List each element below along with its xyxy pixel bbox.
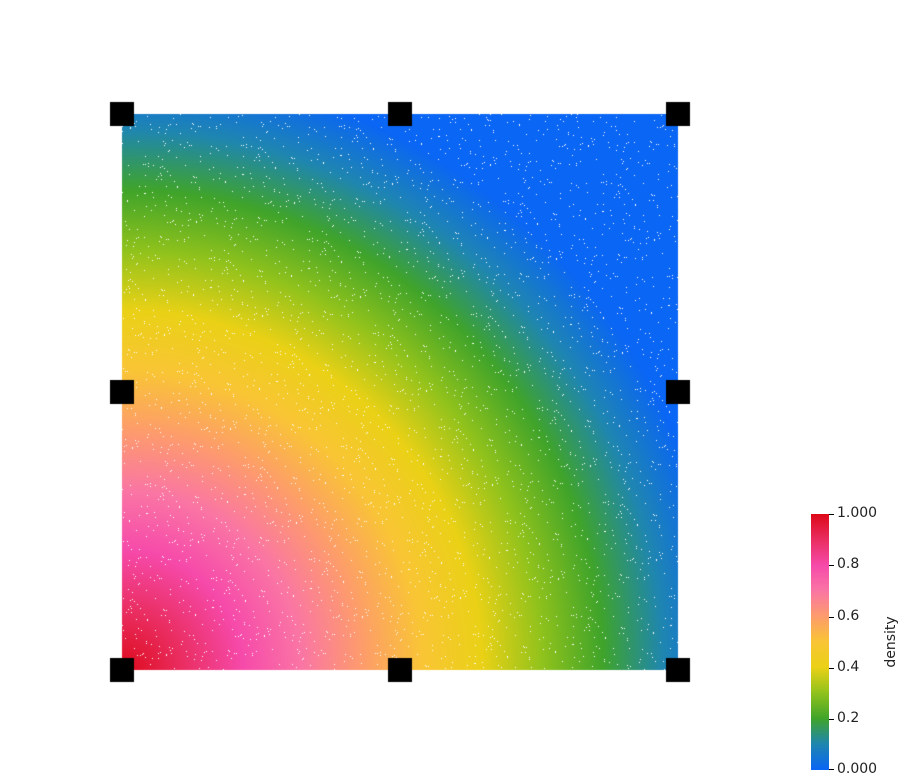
colorbar-tick	[829, 719, 834, 720]
colorbar-tick-label: 0.000	[837, 761, 878, 777]
colorbar-tick	[829, 617, 834, 618]
colorbar-tick	[829, 565, 834, 566]
colorbar-title: density	[883, 616, 899, 668]
colorbar-tick-label: 0.6	[837, 608, 860, 624]
density-field-plot[interactable]	[108, 100, 692, 684]
colorbar-tick	[829, 769, 834, 770]
colorbar-tick-label: 0.8	[837, 556, 860, 572]
colorbar-tick	[829, 668, 834, 669]
colorbar-tick-label: 0.4	[837, 659, 860, 675]
colorbar-gradient	[811, 514, 829, 770]
colorbar-tick-label: 1.000	[837, 505, 878, 521]
colorbar-tick-label: 0.2	[837, 710, 860, 726]
colorbar-legend: 1.000 0.8 0.6 0.4 0.2 0.000 density	[780, 500, 911, 784]
colorbar-tick	[829, 514, 834, 515]
